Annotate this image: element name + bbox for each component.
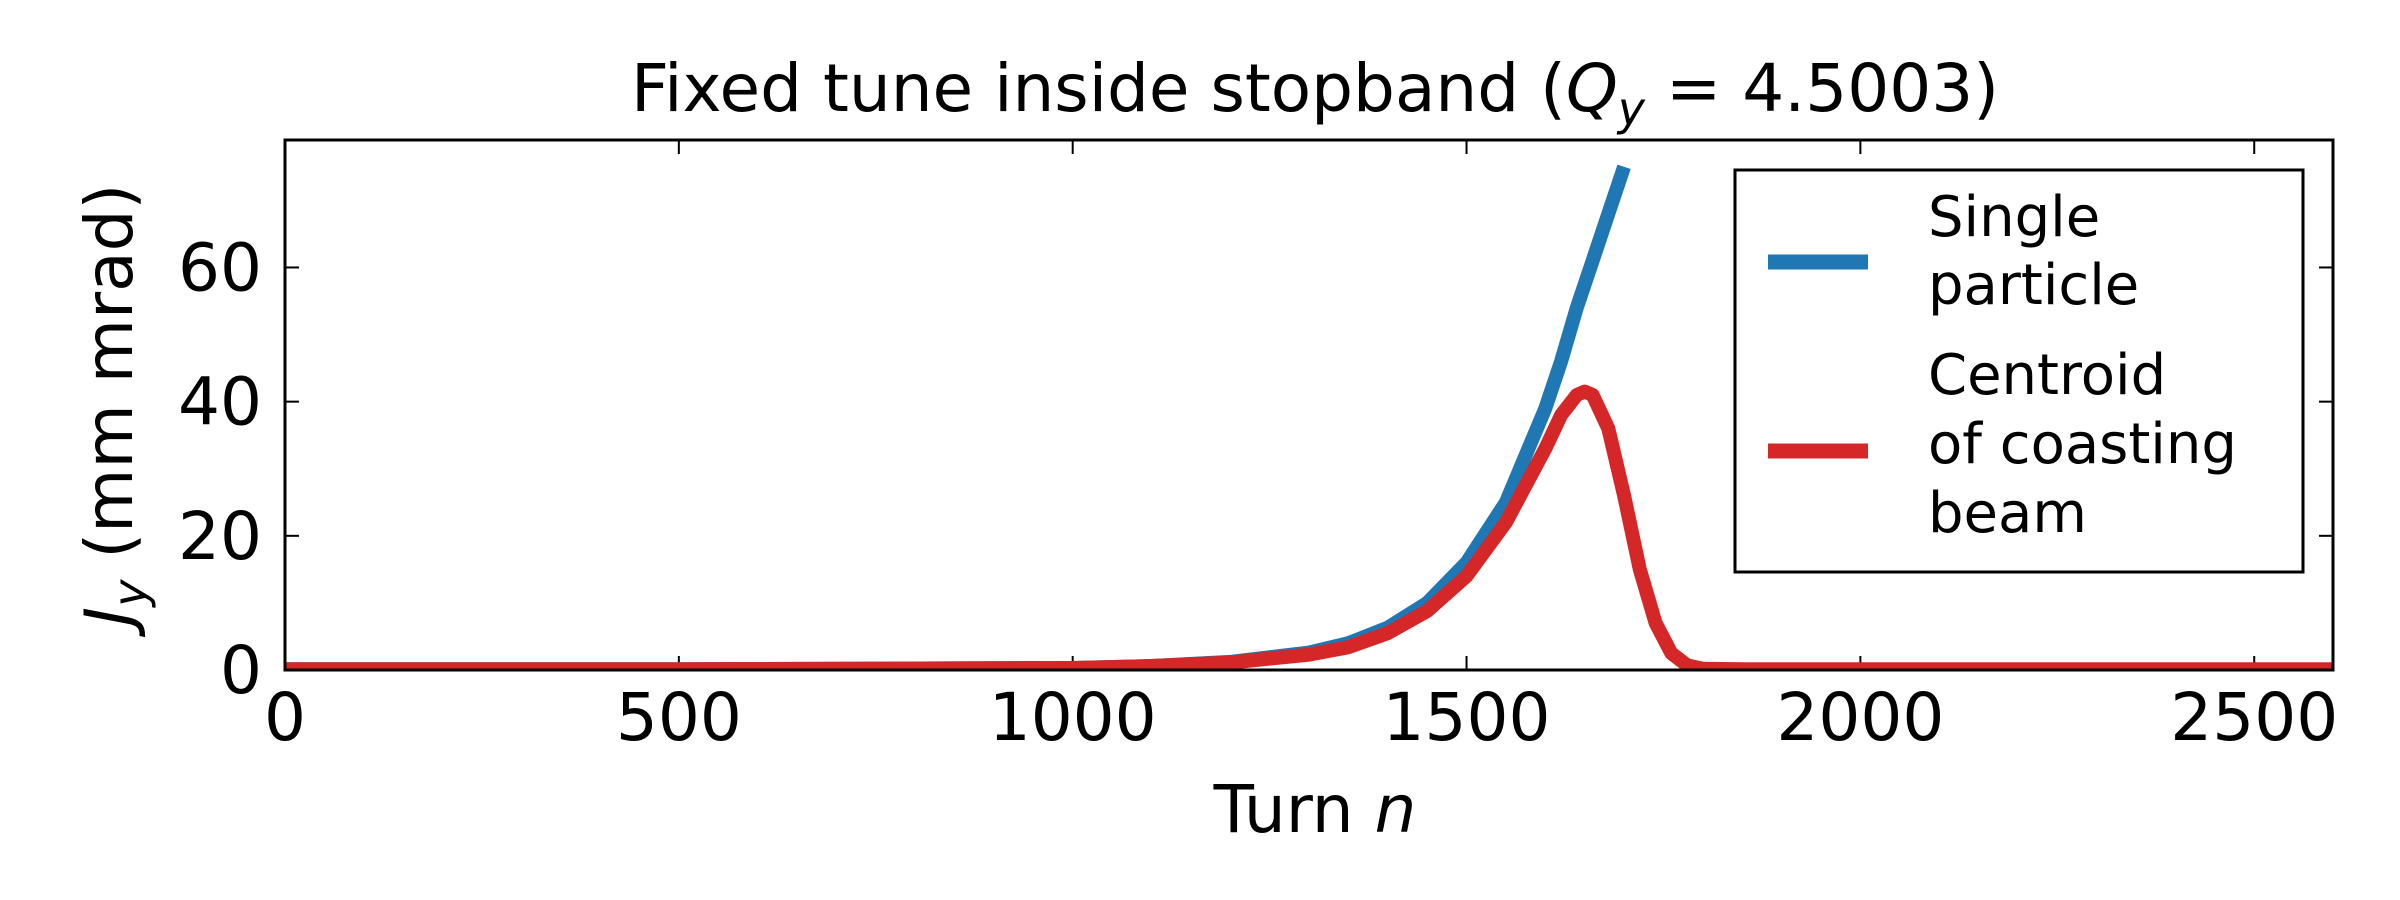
legend-line: beam	[1928, 481, 2087, 546]
x-axis-label: Turn n	[1213, 771, 1417, 848]
y-axis-label-var: J	[71, 607, 148, 637]
series-line-centroid	[285, 384, 2333, 670]
legend-entry-centroid: Centroid of coasting beam	[1928, 343, 2255, 546]
x-tick-label: 2500	[2170, 679, 2338, 756]
legend-line: Single	[1928, 185, 2100, 250]
y-axis-label-sub: y	[103, 579, 157, 609]
legend-line: of coasting	[1928, 412, 2237, 477]
x-axis-label-var: n	[1375, 771, 1417, 848]
chart-title-main: Fixed tune inside stopband (	[631, 50, 1566, 127]
y-axis-label: Jy (mm mrad)	[71, 184, 157, 638]
y-tick-label: 0	[220, 632, 262, 709]
chart-title-eq: = 4.5003)	[1645, 50, 1999, 127]
y-tick-label: 20	[178, 498, 262, 575]
legend: Single particle Centroid of coasting bea…	[1733, 168, 2305, 574]
y-tick-label: 60	[178, 229, 262, 306]
x-tick-label: 500	[616, 679, 742, 756]
y-axis-label-units: (mm mrad)	[71, 184, 148, 580]
x-axis-label-main: Turn	[1213, 771, 1375, 848]
x-tick-label: 1500	[1383, 679, 1551, 756]
chart-title-var: Q	[1566, 50, 1618, 127]
chart-title: Fixed tune inside stopband (Qy = 4.5003)	[631, 50, 1999, 136]
legend-line: particle	[1928, 253, 2139, 318]
x-tick-label: 0	[264, 679, 306, 756]
legend-entry-single-particle: Single particle	[1928, 185, 2139, 318]
plot-frame	[283, 138, 2335, 672]
x-tick-label: 1000	[989, 679, 1157, 756]
x-tick-label: 2000	[1776, 679, 1944, 756]
chart-title-sub: y	[1616, 82, 1646, 136]
legend-box	[1733, 168, 2305, 574]
ticks: 0 500 1000 1500 2000 2500 0 20 40 60	[178, 140, 2338, 756]
series-line-single-particle	[285, 164, 1631, 670]
legend-line: Centroid	[1928, 343, 2166, 408]
series-layer	[285, 164, 2333, 670]
y-tick-label: 40	[178, 364, 262, 441]
